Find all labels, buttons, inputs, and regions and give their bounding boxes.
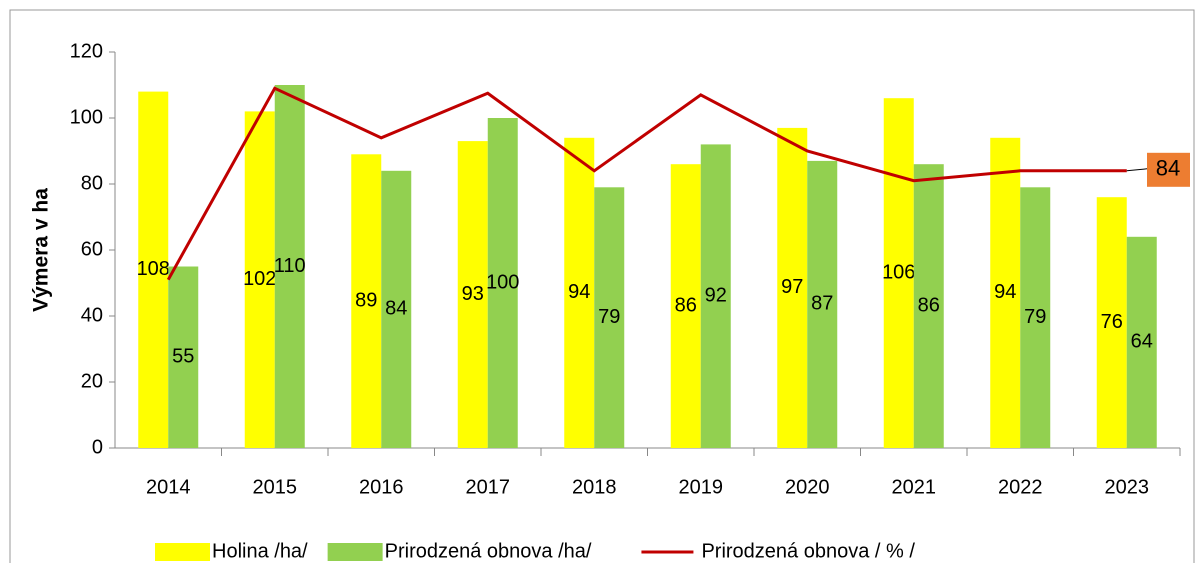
x-tick-label: 2018 [572,476,617,498]
bar-label: 64 [1131,331,1153,353]
x-tick-label: 2016 [359,476,404,498]
bar-label: 108 [137,258,170,280]
x-tick-label: 2020 [785,476,830,498]
bar [883,98,914,448]
bar [1126,236,1157,448]
bar [138,91,169,448]
bar [1096,197,1127,448]
x-tick-label: 2022 [998,476,1043,498]
bar [351,154,382,449]
bar-label: 94 [568,281,590,303]
bar-label: 100 [486,271,519,293]
bar-label: 94 [994,281,1016,303]
bar-label: 76 [1101,311,1123,333]
legend-swatch [155,543,210,561]
line-label: 84 [1156,156,1180,181]
x-tick-label: 2015 [253,476,298,498]
bar [1020,187,1051,449]
bar [807,160,838,448]
y-tick-label: 60 [81,238,103,260]
bar [244,111,275,449]
y-tick-label: 0 [92,436,103,458]
legend-swatch [327,543,383,561]
y-tick-label: 80 [81,172,103,194]
y-axis-title: Výmera v ha [30,188,53,312]
x-tick-label: 2017 [466,476,511,498]
bar-label: 106 [882,261,915,283]
x-tick-label: 2021 [892,476,937,498]
x-tick-label: 2023 [1105,476,1150,498]
bar-label: 55 [172,346,194,368]
legend-label: Prirodzená obnova /ha/ [385,540,592,562]
bar-label: 110 [274,255,306,277]
bar-label: 102 [243,268,276,290]
line [166,86,1127,281]
bar-label: 86 [918,294,940,316]
legend-label: Holina /ha/ [212,540,308,562]
y-tick-label: 40 [81,304,103,326]
y-tick-label: 120 [70,40,103,62]
bar [700,144,731,448]
bar-label: 87 [811,293,833,315]
bar [487,118,518,448]
bar-label: 89 [355,289,377,311]
bar [777,127,808,449]
bar-label: 97 [781,276,803,298]
bar-label: 84 [385,298,407,320]
y-tick-label: 100 [70,106,103,128]
bar-label: 92 [705,284,727,306]
x-tick-label: 2014 [146,476,191,498]
bar-label: 86 [675,294,697,316]
x-tick-label: 2019 [679,476,724,498]
bar [457,141,488,448]
legend-label: Prirodzená obnova / % / [701,540,915,562]
bar-label: 79 [598,306,620,328]
chart-border [9,9,1195,568]
bar [564,137,595,449]
bar-label: 79 [1024,306,1046,328]
bar [913,164,944,448]
bar [594,187,625,449]
leader-line [1126,168,1148,172]
bar [274,85,305,448]
bar [381,170,412,449]
bar [990,137,1021,449]
bar [670,164,701,448]
bar-label: 93 [462,283,484,305]
y-tick-label: 20 [81,370,103,392]
label-box [1147,152,1190,187]
bar [168,266,199,448]
